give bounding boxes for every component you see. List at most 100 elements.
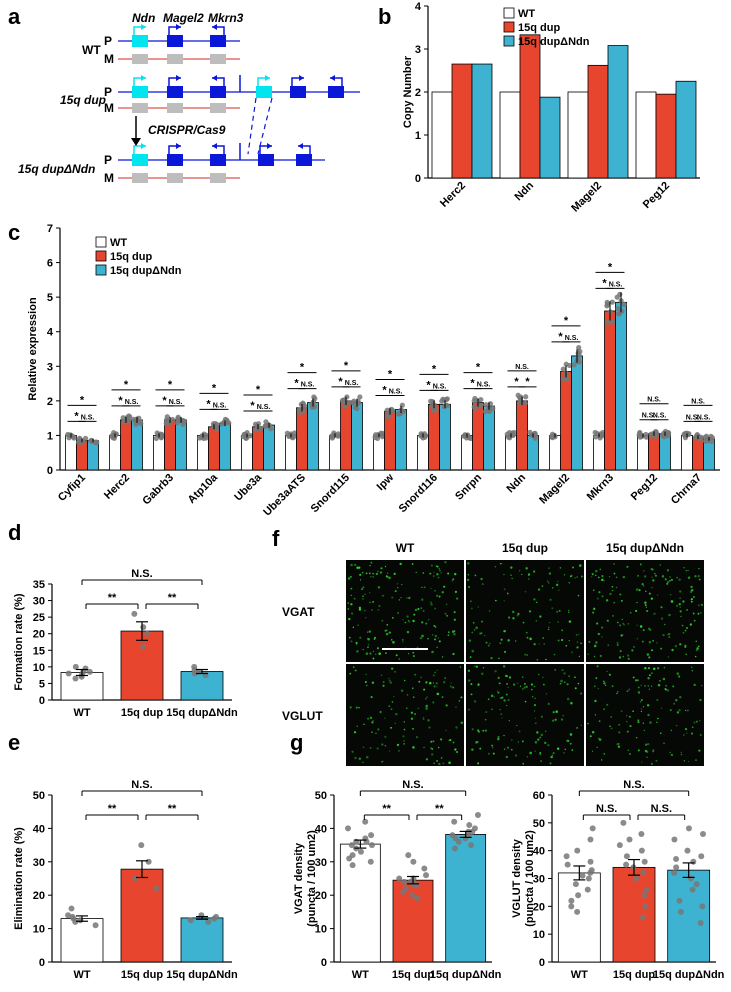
puncta xyxy=(493,696,495,698)
puncta xyxy=(686,709,689,712)
gene-mkrn3-dup xyxy=(328,86,344,98)
puncta xyxy=(422,716,425,719)
puncta xyxy=(530,688,533,691)
puncta xyxy=(428,726,431,729)
puncta xyxy=(698,749,701,752)
data-point xyxy=(214,421,220,428)
puncta xyxy=(668,636,671,638)
data-point xyxy=(421,865,428,872)
gene-magel2 xyxy=(167,86,183,98)
puncta xyxy=(685,569,688,572)
puncta xyxy=(382,594,384,597)
puncta xyxy=(425,758,429,761)
puncta xyxy=(568,581,571,584)
data-point xyxy=(643,431,649,438)
puncta xyxy=(500,638,503,641)
puncta xyxy=(516,724,518,727)
puncta xyxy=(431,753,434,756)
puncta xyxy=(654,574,657,577)
data-point xyxy=(441,397,447,403)
legend-label: 15q dup xyxy=(110,251,152,263)
bar-2 xyxy=(180,917,224,963)
puncta xyxy=(510,574,512,577)
bar-gabrb3-2 xyxy=(175,419,187,471)
puncta xyxy=(626,654,630,657)
puncta xyxy=(453,632,456,636)
sig-label: N.S. xyxy=(81,414,95,421)
puncta xyxy=(684,728,688,731)
puncta xyxy=(534,722,537,725)
sig-label: N.S. xyxy=(596,803,617,815)
puncta xyxy=(592,611,595,614)
puncta xyxy=(380,567,383,570)
puncta xyxy=(384,735,387,738)
gene-mkrn3 xyxy=(210,154,226,166)
legend-swatch xyxy=(503,21,515,33)
data-point xyxy=(243,435,249,441)
puncta xyxy=(364,609,366,612)
puncta xyxy=(404,621,407,624)
puncta xyxy=(356,566,359,569)
puncta xyxy=(690,600,693,603)
puncta xyxy=(390,726,393,729)
puncta xyxy=(487,644,490,647)
data-point xyxy=(131,610,138,617)
puncta xyxy=(356,650,359,653)
data-point xyxy=(568,903,575,910)
puncta xyxy=(366,637,369,640)
x-tick-label: Peg12 xyxy=(629,472,660,503)
x-tick-label: WT xyxy=(571,969,588,981)
puncta xyxy=(432,682,435,684)
puncta xyxy=(666,689,670,692)
puncta xyxy=(622,622,625,625)
puncta xyxy=(536,601,538,603)
puncta xyxy=(639,625,643,628)
puncta xyxy=(391,667,394,670)
puncta xyxy=(518,730,521,733)
puncta xyxy=(433,575,435,577)
puncta xyxy=(603,708,605,711)
puncta xyxy=(430,740,433,743)
y-axis-label: (puncta / 100 um2) xyxy=(524,830,536,927)
y-axis-label: (puncta / 100 um2) xyxy=(306,830,318,927)
puncta xyxy=(640,708,643,710)
puncta xyxy=(603,682,606,685)
puncta xyxy=(647,743,650,746)
puncta xyxy=(423,688,426,691)
puncta xyxy=(508,676,512,679)
puncta xyxy=(699,611,702,614)
puncta xyxy=(627,657,630,661)
x-tick-label: 15q dup xyxy=(121,969,163,981)
puncta xyxy=(422,610,425,612)
puncta xyxy=(690,585,693,589)
micrograph xyxy=(586,664,704,766)
puncta xyxy=(534,697,536,699)
puncta xyxy=(679,643,682,646)
y-tick-label: 3 xyxy=(47,361,53,373)
puncta xyxy=(606,703,609,706)
puncta xyxy=(689,623,693,626)
puncta xyxy=(601,595,604,598)
puncta xyxy=(392,616,394,619)
puncta xyxy=(593,655,596,658)
puncta xyxy=(477,762,480,765)
puncta xyxy=(529,637,532,641)
puncta xyxy=(381,619,384,622)
puncta xyxy=(652,579,655,582)
legend-swatch xyxy=(95,264,107,276)
puncta xyxy=(652,639,655,642)
data-point xyxy=(72,663,79,670)
y-tick-label: 1 xyxy=(47,430,53,442)
puncta xyxy=(598,591,601,594)
puncta xyxy=(563,752,565,754)
puncta xyxy=(365,673,367,676)
puncta xyxy=(647,713,650,717)
data-point xyxy=(140,643,147,650)
puncta xyxy=(412,696,415,699)
puncta xyxy=(555,583,559,587)
puncta xyxy=(365,755,369,759)
puncta xyxy=(646,609,649,613)
data-point xyxy=(564,376,570,382)
puncta xyxy=(355,706,358,709)
puncta xyxy=(497,691,500,694)
